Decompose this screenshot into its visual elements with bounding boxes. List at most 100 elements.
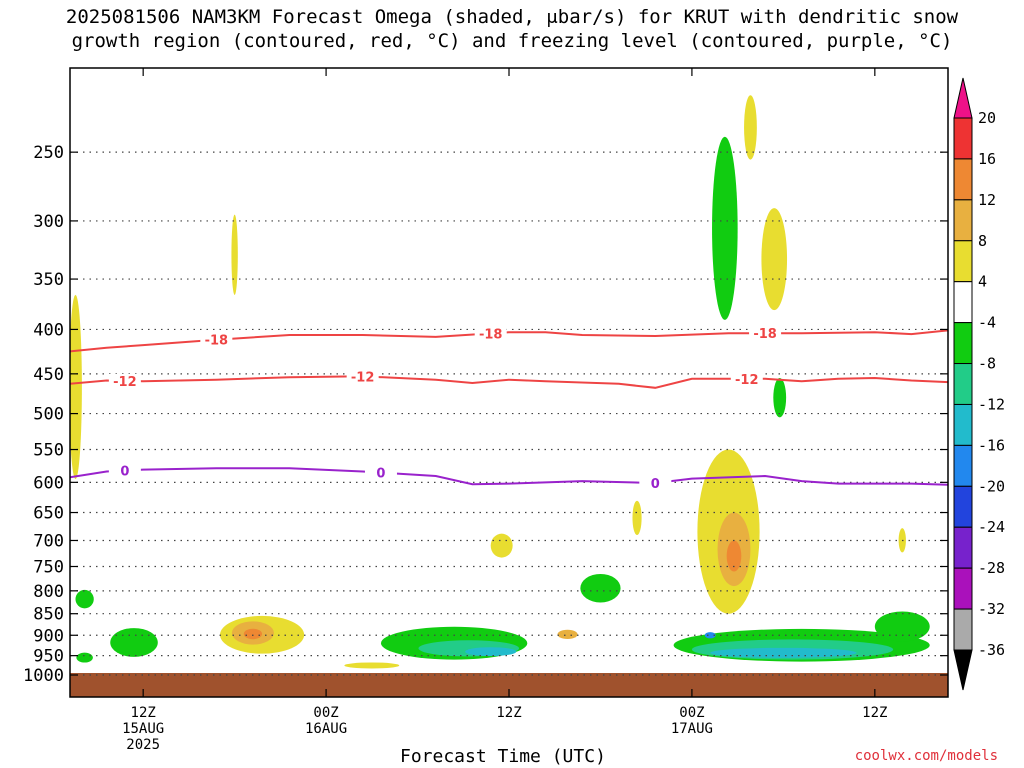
x-tick-label: 00Z: [313, 705, 338, 721]
contour-label: 0: [120, 465, 129, 480]
omega-area: [632, 500, 642, 536]
y-tick-label: 650: [33, 504, 64, 524]
colorbar-bottom-arrow: [953, 649, 973, 691]
y-tick-label: 550: [33, 441, 64, 461]
contour-label: -18: [479, 327, 503, 342]
colorbar-swatch: [953, 117, 973, 160]
colorbar-swatch: [953, 567, 973, 610]
colorbar-swatch: [953, 199, 973, 242]
y-tick-label: 600: [33, 473, 64, 493]
contour-label-bg: [730, 371, 763, 386]
colorbar-label: 16: [978, 150, 996, 168]
contour-label: -18: [205, 334, 229, 349]
contour-label-bg: [474, 326, 507, 341]
y-tick-label: 450: [33, 365, 64, 385]
contour-label: -12: [735, 373, 759, 388]
x-tick-label: 15AUG: [122, 721, 164, 737]
y-tick-label: 950: [33, 647, 64, 667]
contour-label: 0: [376, 467, 385, 482]
contour-line: [70, 329, 948, 353]
omega-area: [110, 628, 158, 657]
omega-area: [710, 647, 857, 658]
y-tick-label: 750: [33, 558, 64, 578]
y-tick-label: 500: [33, 405, 64, 425]
contour-label-bg: [364, 465, 397, 480]
omega-area: [874, 611, 930, 642]
omega-area: [231, 214, 238, 295]
omega-area: [773, 378, 787, 418]
site-credit: coolwx.com/models: [854, 748, 998, 764]
plot-area: -18 -18 -18 -12 -12 -12 0 0 0: [70, 95, 948, 697]
omega-area: [726, 540, 742, 572]
plot-frame: [69, 67, 949, 698]
colorbar-swatch: [953, 485, 973, 528]
y-tick-label: 1000: [23, 666, 64, 686]
omega-area: [465, 647, 517, 657]
x-tick-label: 16AUG: [305, 721, 347, 737]
omega-area: [70, 294, 82, 480]
colorbar-label: -12: [978, 395, 1005, 413]
colorbar-label: 4: [978, 273, 987, 291]
contour-label: -12: [113, 375, 137, 390]
colorbar-label: 20: [978, 109, 996, 127]
colorbar-swatch: [953, 403, 973, 446]
omega-area: [761, 208, 788, 311]
colorbar-label: -36: [978, 641, 1005, 659]
contour-label: -18: [753, 327, 777, 342]
omega-area: [557, 629, 578, 640]
colorbar-label: -16: [978, 436, 1005, 454]
colorbar-swatch: [953, 363, 973, 405]
contour-label-bg: [108, 373, 141, 388]
contour-label: 0: [651, 477, 660, 492]
x-axis-title: Forecast Time (UTC): [400, 746, 606, 767]
contour-line: [70, 375, 948, 389]
colorbar-label: -8: [978, 355, 996, 373]
omega-area: [490, 533, 513, 558]
omega-area: [243, 628, 263, 640]
colorbar-top-arrow: [953, 77, 973, 119]
x-tick-label: 12Z: [862, 705, 887, 721]
omega-area: [344, 662, 400, 669]
omega-area: [744, 95, 757, 160]
colorbar-swatch: [953, 444, 973, 487]
colorbar-swatch: [953, 240, 973, 283]
x-tick-label: 12Z: [131, 705, 156, 721]
colorbar-swatch: [953, 608, 973, 651]
omega-area: [76, 652, 93, 663]
x-tick-label: 17AUG: [671, 721, 713, 737]
contour-line: [70, 467, 948, 486]
colorbar-swatch: [953, 158, 973, 201]
colorbar-label: 12: [978, 191, 996, 209]
omega-area: [712, 136, 738, 320]
colorbar-label: -32: [978, 600, 1005, 618]
omega-area: [75, 589, 94, 609]
y-tick-label: 800: [33, 582, 64, 602]
colorbar-swatch: [953, 322, 973, 365]
y-tick-label: 350: [33, 270, 64, 290]
contour-label-bg: [108, 463, 141, 478]
chart-title-line2: growth region (contoured, red, °C) and f…: [71, 30, 953, 52]
contour-label-bg: [200, 332, 233, 347]
contour-label-bg: [639, 475, 672, 490]
contour-label-bg: [346, 369, 379, 384]
omega-area: [580, 573, 621, 603]
colorbar-label: -20: [978, 477, 1005, 495]
colorbar-label: -24: [978, 518, 1005, 536]
x-tick-label: 12Z: [496, 705, 521, 721]
y-tick-label: 400: [33, 320, 64, 340]
chart-title-line1: 2025081506 NAM3KM Forecast Omega (shaded…: [65, 6, 959, 28]
y-tick-label: 900: [33, 626, 64, 646]
colorbar-label: -4: [978, 314, 996, 332]
y-tick-label: 250: [33, 143, 64, 163]
contour-label: -12: [351, 370, 375, 385]
y-tick-label: 300: [33, 212, 64, 232]
colorbar-label: -28: [978, 559, 1005, 577]
y-tick-label: 700: [33, 531, 64, 551]
colorbar-swatch: [953, 281, 973, 324]
x-tick-label: 00Z: [679, 705, 704, 721]
colorbar-label: 8: [978, 232, 987, 250]
contour-label-bg: [749, 326, 782, 341]
colorbar-swatch: [953, 526, 973, 569]
y-tick-label: 850: [33, 605, 64, 625]
